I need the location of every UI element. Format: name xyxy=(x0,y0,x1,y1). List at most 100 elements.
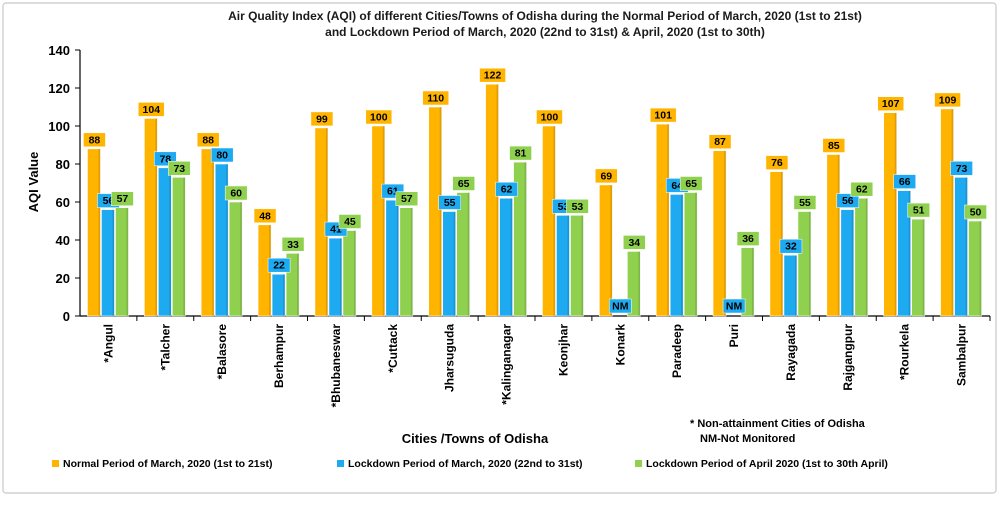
bar-shade xyxy=(112,209,115,316)
bar xyxy=(940,108,954,317)
note-non-attainment: * Non-attainment Cities of Odisha xyxy=(690,418,866,430)
bar-shade xyxy=(183,177,186,316)
data-label-box xyxy=(395,191,419,206)
bar-shade xyxy=(724,150,727,316)
data-label-box xyxy=(679,176,703,191)
data-label: 62 xyxy=(501,184,513,196)
data-label: 55 xyxy=(799,197,811,209)
bar xyxy=(456,192,470,317)
data-label: 101 xyxy=(654,110,672,122)
bar xyxy=(542,125,556,317)
data-label: 88 xyxy=(89,134,101,146)
data-label-box xyxy=(138,102,165,117)
category-label: Paradeep xyxy=(670,324,684,378)
legend-swatch xyxy=(52,460,59,467)
bar-shade xyxy=(226,164,229,316)
data-label: 100 xyxy=(541,112,559,124)
data-label: 50 xyxy=(970,207,982,219)
data-label: 73 xyxy=(173,163,185,175)
bar-shade xyxy=(965,177,968,316)
data-label-box xyxy=(736,231,760,246)
data-label: 51 xyxy=(913,205,925,217)
data-label-box xyxy=(822,138,846,153)
bar xyxy=(499,197,513,317)
data-label: NM xyxy=(726,301,743,313)
data-label-box xyxy=(836,193,860,208)
data-label-box xyxy=(196,132,220,148)
data-label-box xyxy=(793,195,817,210)
bar xyxy=(214,163,229,317)
bar xyxy=(669,194,684,317)
y-tick-label: 20 xyxy=(56,271,70,286)
bar-shade xyxy=(794,255,797,316)
data-label-box xyxy=(765,155,789,170)
bar-shade xyxy=(567,215,570,316)
data-label-box xyxy=(253,208,277,224)
y-tick-label: 100 xyxy=(48,119,70,134)
data-label: 81 xyxy=(515,148,527,160)
bar-shade xyxy=(553,126,556,316)
data-label: 76 xyxy=(771,157,783,169)
data-label-box xyxy=(609,298,632,314)
category-label: *Angul xyxy=(101,324,115,363)
y-tick-label: 60 xyxy=(56,195,70,210)
bar xyxy=(399,207,414,317)
bar xyxy=(87,148,101,317)
data-label: NM xyxy=(612,301,629,313)
data-label: 99 xyxy=(316,113,328,125)
data-label-box xyxy=(111,191,134,206)
bar-shade xyxy=(339,238,342,316)
bar-shade xyxy=(894,112,897,316)
bar-shade xyxy=(581,215,584,316)
bar-shade xyxy=(610,184,613,316)
data-label: 22 xyxy=(273,260,285,272)
data-label: 65 xyxy=(685,178,697,190)
category-label: *Talcher xyxy=(158,324,172,371)
y-tick-label: 40 xyxy=(56,233,70,248)
x-axis-title: Cities /Towns of Odisha xyxy=(402,431,549,446)
category-label: *Rourkela xyxy=(898,324,912,380)
data-label: 80 xyxy=(216,150,228,162)
data-label-box xyxy=(438,195,461,210)
bar-shade xyxy=(951,108,954,317)
data-label-box xyxy=(877,96,904,111)
bar-shade xyxy=(382,126,385,316)
data-label: 56 xyxy=(842,195,854,207)
note-not-monitored: NM-Not Monitored xyxy=(700,433,795,445)
bar xyxy=(115,207,129,317)
bar-shade xyxy=(695,192,698,316)
data-label: 100 xyxy=(370,112,388,124)
data-label: 104 xyxy=(143,104,161,116)
data-label-box xyxy=(509,145,532,161)
bar-shade xyxy=(979,221,982,316)
bar xyxy=(228,201,243,317)
data-label-box xyxy=(224,185,248,201)
bar-shade xyxy=(908,190,911,316)
data-label: 122 xyxy=(484,70,502,82)
legend-label: Normal Period of March, 2020 (1st to 21s… xyxy=(63,458,272,470)
data-label: 41 xyxy=(330,224,342,236)
data-label-box xyxy=(338,214,362,229)
data-label: 55 xyxy=(444,197,456,209)
category-label: Rajgangpur xyxy=(841,324,855,391)
category-label: Rayagada xyxy=(784,324,798,381)
legend-label: Lockdown Period of March, 2020 (22nd to … xyxy=(348,458,583,470)
bar-shade xyxy=(283,274,286,316)
bar xyxy=(385,199,400,317)
data-label-box xyxy=(950,161,973,176)
category-label: Sambalpur xyxy=(955,324,969,386)
data-label-box xyxy=(595,168,618,184)
bar xyxy=(144,118,158,317)
bar-shade xyxy=(524,162,527,316)
category-label: Konark xyxy=(613,324,627,366)
data-label-box xyxy=(168,161,191,176)
data-label: 60 xyxy=(230,188,242,200)
category-label: Jharsuguda xyxy=(443,324,457,392)
data-label-box xyxy=(850,181,874,197)
y-tick-label: 140 xyxy=(48,43,70,58)
legend-swatch xyxy=(337,460,344,467)
bar xyxy=(840,209,855,317)
y-tick-label: 0 xyxy=(63,309,70,324)
data-label-box xyxy=(536,109,563,125)
